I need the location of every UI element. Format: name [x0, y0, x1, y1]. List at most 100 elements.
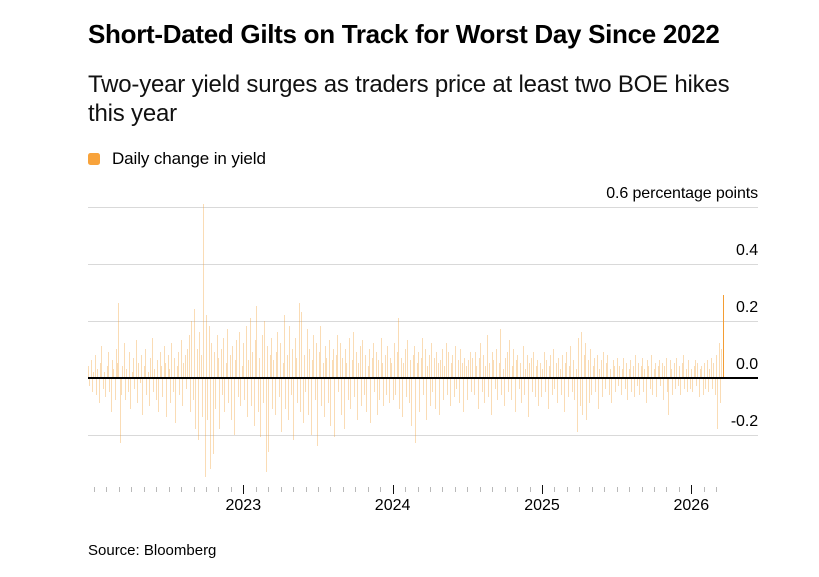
x-axis-month-tick	[616, 487, 618, 492]
bar	[164, 363, 166, 378]
bar	[317, 377, 319, 446]
bar	[421, 337, 423, 378]
bar	[624, 377, 626, 389]
bar	[215, 377, 217, 409]
bar	[286, 354, 288, 378]
bar	[517, 354, 519, 378]
bar	[371, 357, 373, 378]
x-axis-month-tick	[579, 487, 581, 492]
bar	[466, 377, 468, 401]
bar	[534, 377, 536, 398]
bar	[249, 317, 251, 378]
x-axis-month-tick	[442, 487, 444, 492]
bar	[309, 349, 311, 378]
x-axis-month-tick	[678, 487, 680, 492]
bar	[339, 343, 341, 378]
gridline	[88, 434, 758, 436]
bar	[285, 377, 287, 409]
y-axis-label: 0.0	[736, 355, 758, 373]
bar	[123, 343, 125, 378]
bar	[490, 377, 492, 415]
bar	[539, 363, 541, 378]
bar	[97, 368, 99, 378]
bar	[368, 349, 370, 378]
bar	[432, 377, 434, 392]
bar	[212, 377, 214, 455]
bar	[398, 317, 400, 378]
bar	[239, 331, 241, 378]
bar	[505, 357, 507, 378]
bar	[701, 366, 703, 378]
bar	[162, 377, 164, 398]
x-axis-month-tick	[554, 487, 556, 492]
bar	[208, 326, 210, 378]
zero-baseline	[88, 376, 758, 379]
bar	[496, 349, 498, 378]
x-axis-label-2025: 2025	[524, 497, 560, 514]
bar	[194, 309, 195, 378]
x-axis-month-tick	[716, 487, 718, 492]
bar	[276, 351, 278, 378]
bar	[713, 363, 715, 378]
bar	[147, 371, 149, 378]
bar	[670, 368, 672, 378]
bar	[270, 337, 272, 378]
bar	[343, 377, 345, 429]
bar	[468, 360, 470, 378]
bar	[568, 366, 570, 378]
x-axis-month-tick	[193, 487, 195, 492]
bar	[98, 377, 100, 404]
bar	[571, 377, 573, 392]
bar	[655, 363, 657, 378]
x-axis-label-2024: 2024	[374, 497, 411, 514]
bar	[424, 349, 426, 378]
bar	[485, 366, 487, 378]
bar	[400, 357, 402, 378]
bar	[616, 357, 618, 378]
bar	[337, 334, 339, 378]
bar	[246, 377, 248, 418]
bar	[494, 377, 496, 389]
bar	[224, 377, 226, 412]
bar	[302, 377, 304, 424]
bar	[117, 363, 119, 378]
bar	[449, 377, 451, 406]
bar	[298, 303, 300, 378]
bar	[460, 349, 462, 378]
bar	[700, 368, 702, 378]
bar	[652, 377, 654, 395]
bar	[141, 354, 142, 378]
x-axis-month-tick	[181, 487, 183, 492]
bar	[477, 377, 479, 409]
x-axis-month-tick	[454, 487, 456, 492]
bar	[262, 377, 264, 404]
bar	[627, 377, 629, 401]
bar	[445, 343, 447, 378]
bar	[197, 377, 199, 441]
bar	[526, 354, 528, 378]
bar	[447, 377, 449, 395]
bar	[578, 337, 580, 378]
bar	[519, 363, 521, 378]
bar	[319, 326, 321, 378]
bar	[602, 377, 604, 398]
bar	[546, 360, 548, 378]
bar	[633, 377, 635, 398]
bar	[598, 377, 600, 409]
bar	[476, 366, 478, 378]
bar	[599, 368, 601, 378]
bar	[207, 377, 209, 421]
bar	[718, 343, 720, 378]
bar	[473, 377, 475, 395]
bar	[203, 203, 205, 378]
bar	[159, 351, 161, 378]
bar	[525, 368, 527, 378]
bar	[472, 357, 474, 378]
x-axis-month-tick	[367, 487, 369, 492]
bar	[171, 343, 173, 378]
bar	[478, 357, 480, 378]
x-axis-label-2023: 2023	[225, 497, 262, 514]
bar	[712, 377, 714, 389]
bar	[558, 357, 560, 378]
bar	[346, 363, 348, 378]
